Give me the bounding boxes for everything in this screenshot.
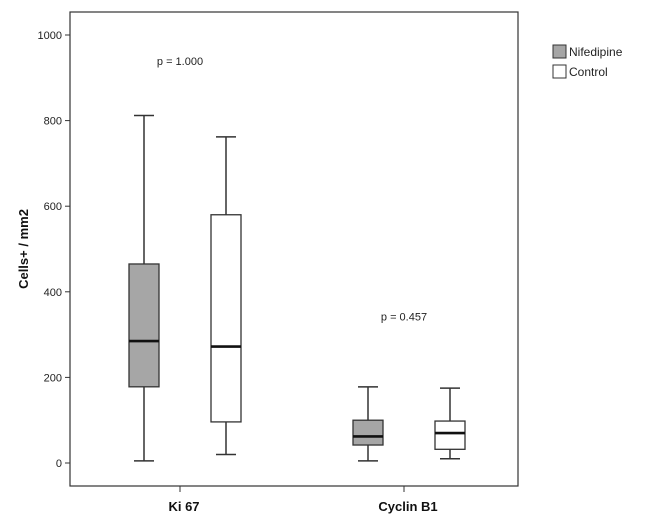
box-iqr bbox=[352, 419, 384, 446]
box-control-ki-67 bbox=[210, 136, 242, 456]
y-tick-label-400: 400 bbox=[44, 287, 62, 299]
legend-label-nifedipine: Nifedipine bbox=[569, 45, 623, 59]
box-iqr bbox=[434, 420, 466, 450]
boxes bbox=[128, 114, 466, 462]
legend-swatch-control bbox=[552, 64, 567, 79]
box-iqr bbox=[128, 263, 160, 388]
annotations: p = 1.000 p = 0.457 bbox=[157, 56, 427, 324]
x-axis: Ki 67 Cyclin B1 bbox=[168, 486, 438, 514]
y-tick-label-0: 0 bbox=[56, 458, 62, 470]
y-tick-label-200: 200 bbox=[44, 372, 62, 384]
y-axis: 0 200 400 600 800 1000 bbox=[38, 30, 70, 470]
y-axis-title: Cells+ / mm2 bbox=[16, 209, 31, 289]
p-value-annotation-1: p = 0.457 bbox=[381, 311, 427, 323]
x-category-label-1: Cyclin B1 bbox=[378, 499, 437, 514]
p-value-annotation-0: p = 1.000 bbox=[157, 56, 203, 68]
box-nifedipine-ki-67 bbox=[128, 114, 160, 462]
legend-swatch-nifedipine bbox=[552, 44, 567, 59]
y-tick-label-600: 600 bbox=[44, 201, 62, 213]
plot-frame bbox=[69, 11, 519, 487]
x-category-label-0: Ki 67 bbox=[168, 499, 199, 514]
y-tick-label-800: 800 bbox=[44, 116, 62, 128]
box-nifedipine-cyclin-b1 bbox=[352, 386, 384, 462]
y-tick-label-1000: 1000 bbox=[38, 30, 62, 42]
box-control-cyclin-b1 bbox=[434, 387, 466, 460]
legend: Nifedipine Control bbox=[552, 44, 623, 79]
box-iqr bbox=[210, 214, 242, 423]
legend-label-control: Control bbox=[569, 65, 608, 79]
